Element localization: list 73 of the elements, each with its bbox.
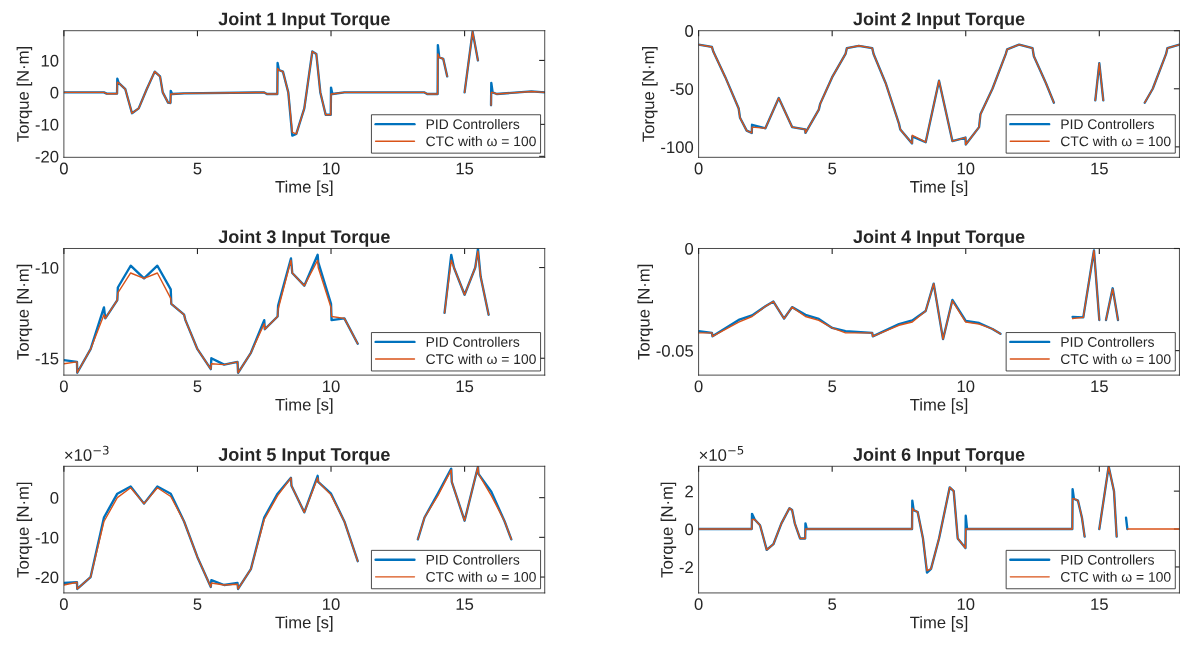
x-tick-label: 15 (1091, 598, 1108, 611)
x-tick-label: 10 (323, 380, 340, 393)
chart-title: Joint 4 Input Torque (853, 229, 1025, 247)
x-tick-label: 15 (1091, 162, 1108, 175)
x-tick-label: 5 (193, 598, 202, 611)
y-tick-label: -10 (35, 261, 59, 274)
legend-label: CTC with ω = 100 (1061, 571, 1171, 582)
legend-label: PID Controllers (426, 336, 520, 347)
x-tick-label: 5 (193, 162, 202, 175)
text: ×10$^{−5}$ (699, 445, 744, 461)
x-tick-label: 15 (456, 598, 474, 611)
legend-label: CTC with ω = 100 (426, 571, 536, 582)
x-tick-label: 10 (323, 598, 340, 611)
y-axis-title: Torque [N·m] (660, 482, 677, 578)
legend-label: PID Controllers (1061, 118, 1154, 130)
legend-label: CTC with ω = 100 (426, 353, 536, 365)
x-tick-label: 15 (456, 380, 474, 393)
y-tick-label: 0 (685, 523, 694, 536)
x-tick-label: 15 (1091, 380, 1108, 393)
y-tick-label: 0 (685, 25, 694, 37)
y-axis-title: Torque [N·m] (642, 47, 658, 142)
y-tick-label: -2 (679, 561, 693, 573)
y-tick-label: -20 (35, 150, 59, 163)
x-tick-label: 0 (694, 380, 703, 393)
y-tick-label: 10 (41, 54, 59, 67)
y-tick-label: 0 (685, 242, 694, 255)
y-axis-title: Torque [N·m] (16, 264, 33, 360)
chart-title: Joint 1 Input Torque (218, 12, 390, 29)
x-tick-label: 5 (828, 598, 837, 611)
x-tick-label: 15 (456, 162, 474, 175)
y-axis-title: Torque [N·m] (16, 47, 33, 142)
x-tick-label: 0 (59, 162, 68, 175)
x-axis-title: Time [s] (910, 180, 968, 197)
y-tick-label: -100 (661, 141, 694, 154)
y-tick-label: 0 (50, 492, 59, 504)
x-tick-label: 0 (59, 380, 68, 393)
x-tick-label: 5 (828, 162, 837, 175)
chart-title: Joint 6 Input Torque (853, 447, 1025, 465)
x-tick-label: 10 (957, 380, 975, 393)
x-axis-title: Time [s] (275, 398, 333, 414)
x-tick-label: 10 (323, 162, 340, 175)
x-tick-label: 0 (694, 162, 703, 175)
x-axis-title: Time [s] (910, 616, 968, 632)
y-tick-label: -10 (35, 531, 59, 544)
y-tick-label: -15 (35, 352, 59, 365)
x-tick-label: 0 (59, 598, 68, 611)
y-axis-title: Torque [N·m] (16, 482, 33, 578)
y-axis-title: Torque [N·m] (637, 264, 653, 360)
x-tick-label: 5 (828, 380, 837, 393)
legend-label: PID Controllers (426, 118, 520, 130)
x-tick-label: 0 (694, 598, 703, 611)
chart-title: Joint 3 Input Torque (218, 229, 390, 247)
legend-label: CTC with ω = 100 (1061, 136, 1171, 147)
legend-label: CTC with ω = 100 (426, 136, 536, 147)
chart-title: Joint 2 Input Torque (853, 12, 1025, 29)
legend-label: PID Controllers (1061, 554, 1154, 565)
x-axis-title: Time [s] (910, 398, 968, 414)
y-tick-label: -10 (35, 118, 59, 131)
x-axis-title: Time [s] (275, 616, 333, 632)
x-tick-label: 10 (957, 598, 975, 611)
x-tick-label: 5 (193, 380, 202, 393)
chart-title: Joint 5 Input Torque (218, 447, 390, 465)
x-tick-label: 10 (957, 162, 975, 175)
y-tick-label: 2 (685, 485, 693, 498)
text: ×10$^{−3}$ (65, 445, 109, 461)
x-axis-title: Time [s] (275, 180, 333, 197)
legend-label: PID Controllers (1061, 336, 1154, 347)
legend-label: PID Controllers (426, 554, 520, 565)
y-tick-label: -0.05 (656, 345, 694, 357)
legend-label: CTC with ω = 100 (1061, 353, 1171, 365)
y-tick-label: -20 (35, 571, 59, 584)
y-tick-label: 0 (50, 86, 59, 99)
y-tick-label: -50 (670, 83, 694, 95)
